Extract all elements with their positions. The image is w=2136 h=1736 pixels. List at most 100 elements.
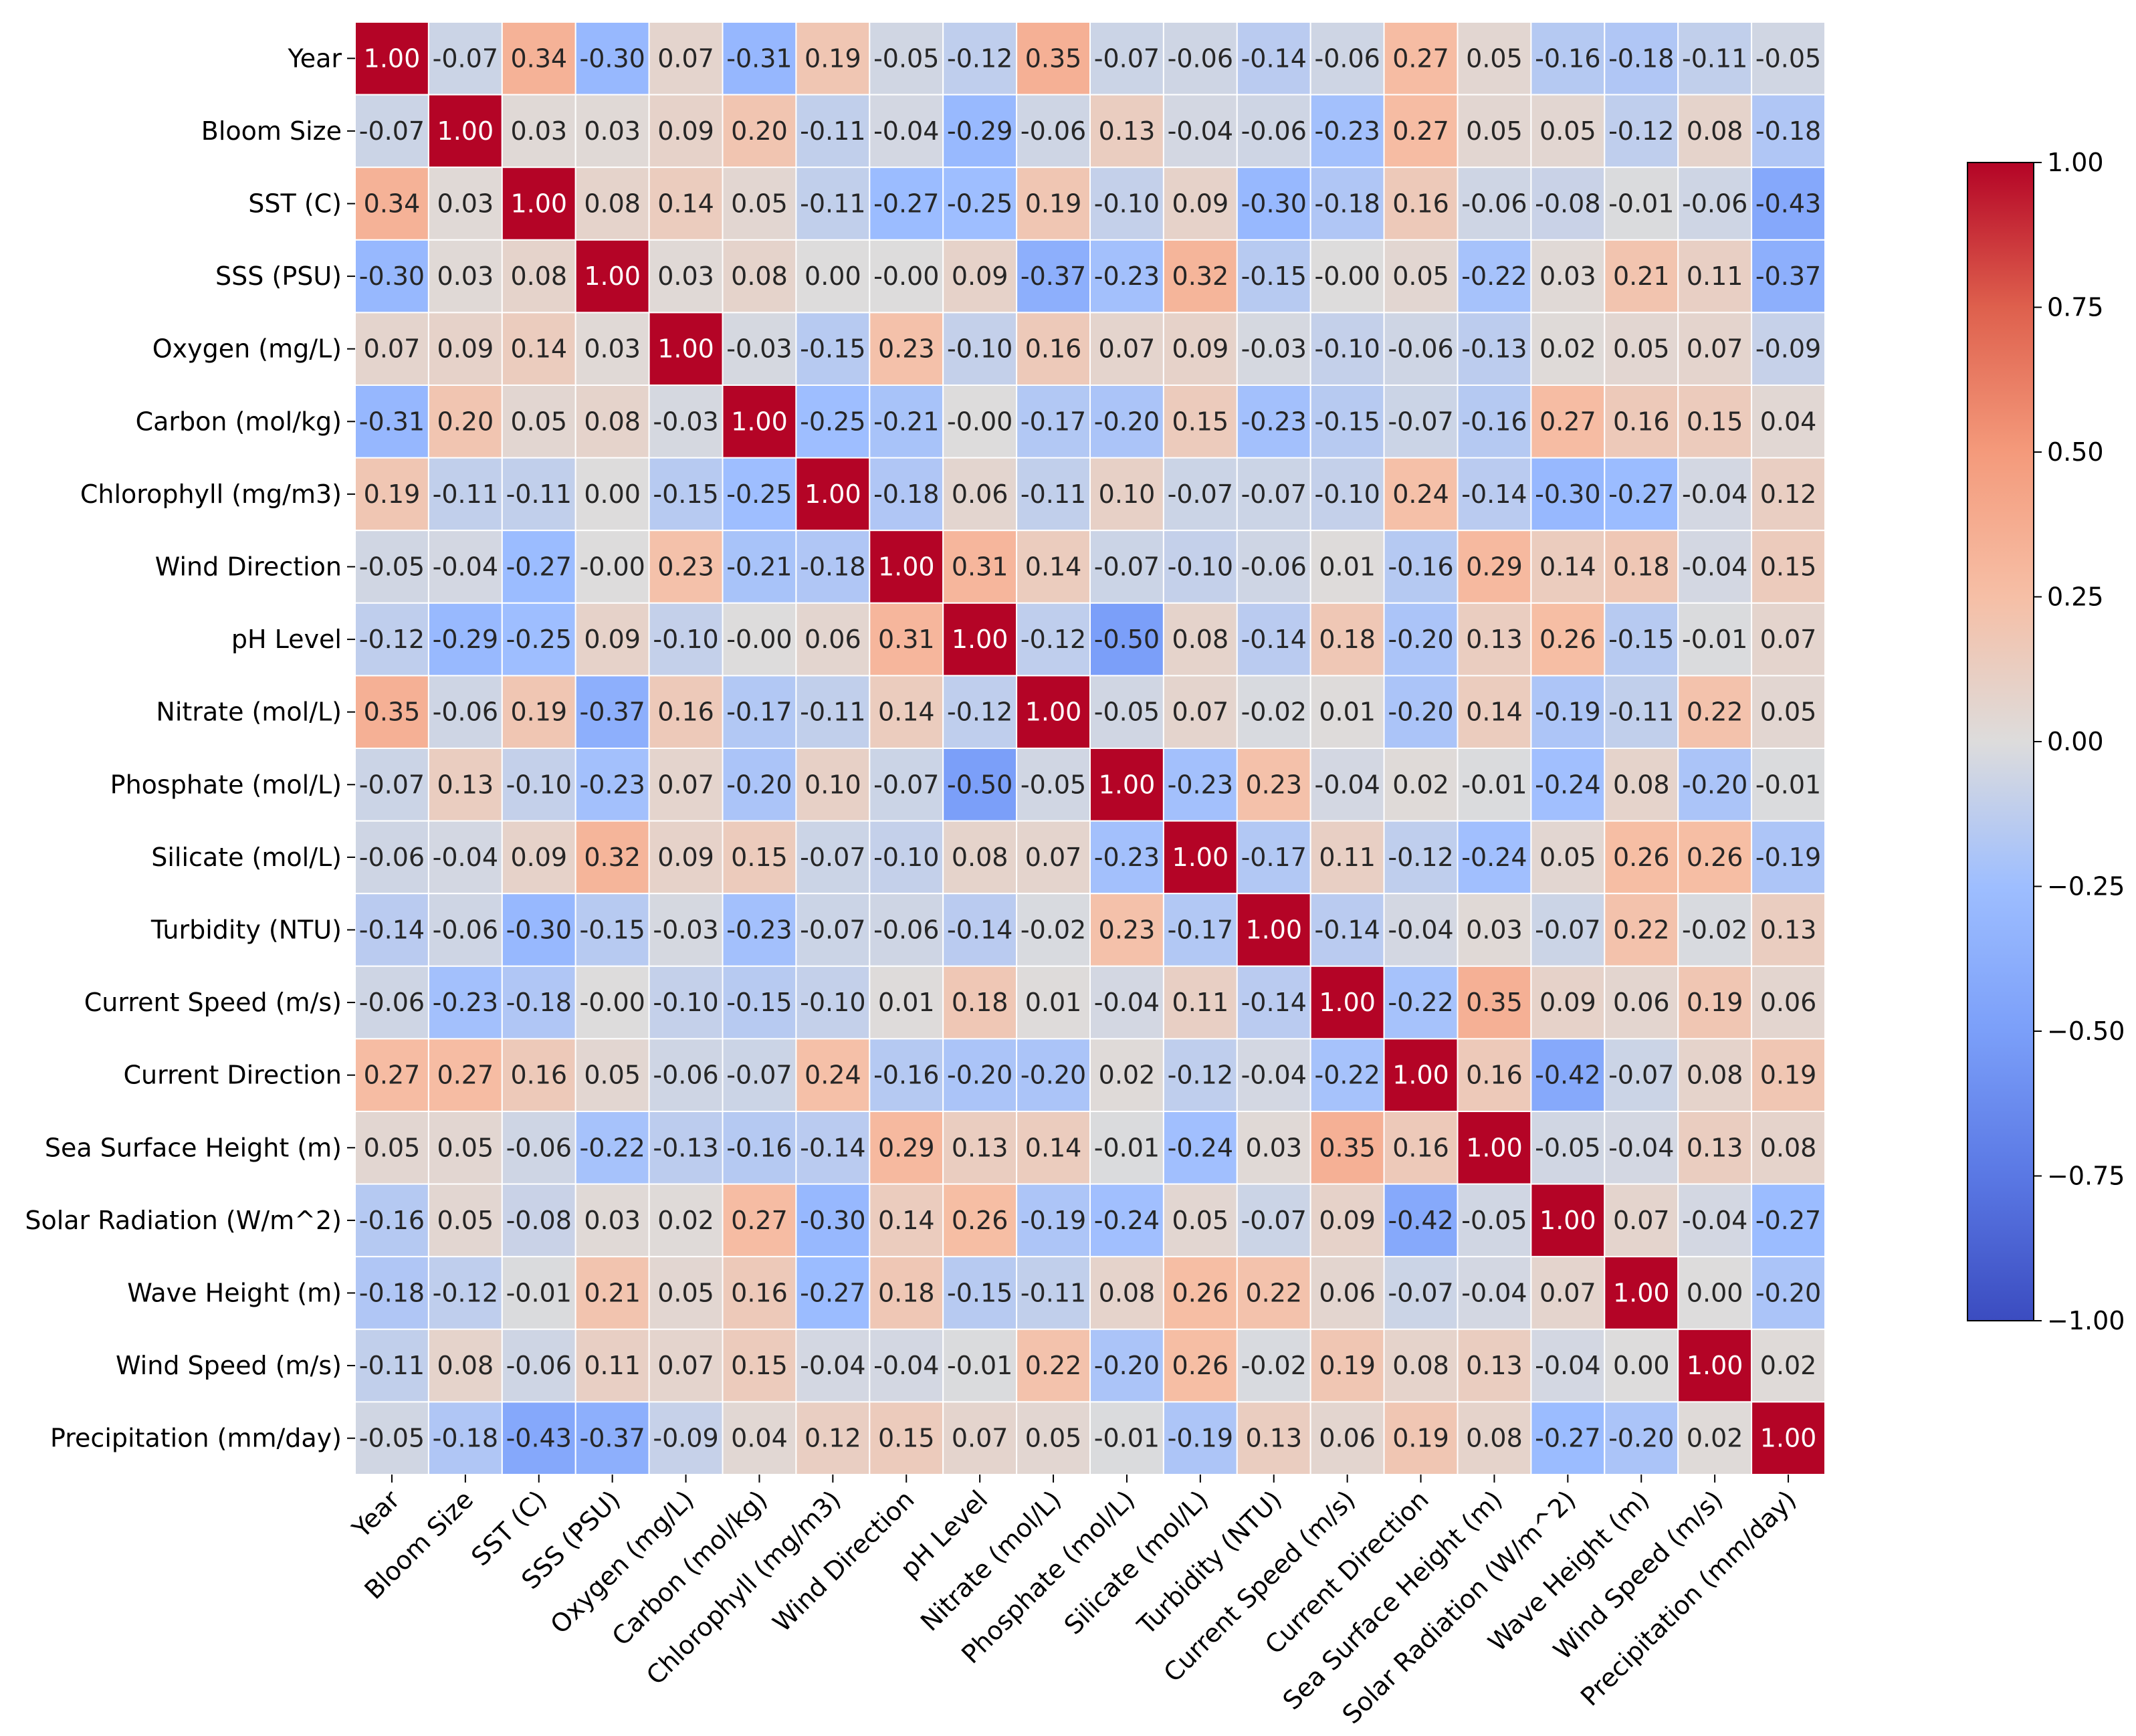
cell-value-label: -0.04	[1241, 1061, 1307, 1090]
cell-value-label: 0.02	[1687, 1424, 1743, 1453]
cell-value-label: -0.12	[1388, 843, 1453, 872]
colorbar-tick-label: −1.00	[2047, 1306, 2125, 1335]
y-tick-label: Year	[288, 43, 342, 73]
cell-value-label: 0.09	[952, 261, 1008, 291]
cell-value-label: -0.10	[653, 988, 718, 1017]
cell-value-label: 0.20	[437, 407, 494, 436]
heatmap-cell	[1604, 1111, 1679, 1185]
cell-value-label: -0.10	[800, 988, 865, 1017]
cell-value-label: 0.35	[1025, 43, 1082, 73]
y-tick-label: SSS (PSU)	[215, 261, 342, 291]
heatmap-cell	[354, 21, 429, 96]
cell-value-label: 0.24	[1392, 479, 1449, 509]
cell-value-label: -0.06	[1388, 334, 1453, 364]
cell-value-label: 0.03	[1539, 261, 1596, 291]
cell-value-label: -0.23	[726, 915, 792, 945]
heatmap-cell	[1751, 1111, 1826, 1185]
heatmap-cell	[1751, 239, 1826, 314]
y-tick-label: Turbidity (NTU)	[150, 915, 342, 945]
cell-value-label: -0.15	[726, 988, 792, 1017]
cell-value-label: -0.07	[359, 116, 425, 146]
cell-value-label: -0.15	[1314, 407, 1380, 436]
heatmap-cell	[869, 1038, 944, 1113]
heatmap-cell	[354, 94, 429, 169]
cell-value-label: 0.18	[952, 988, 1008, 1017]
y-tick-label: Sea Surface Height (m)	[45, 1133, 342, 1162]
heatmap-cell	[1089, 167, 1164, 241]
heatmap-cell	[1383, 1401, 1459, 1475]
cell-value-label: 1.00	[731, 407, 788, 436]
cell-value-label: -0.04	[800, 1351, 865, 1380]
cell-value-label: -0.10	[1314, 334, 1380, 364]
heatmap-cell	[795, 820, 871, 895]
heatmap-cell	[648, 1256, 724, 1330]
heatmap-cell	[1604, 965, 1679, 1040]
cell-value-label: -0.24	[1094, 1206, 1160, 1235]
cell-value-label: -0.24	[1168, 1133, 1233, 1162]
cell-value-label: 0.14	[657, 189, 714, 219]
heatmap-cell	[1309, 530, 1385, 604]
heatmap-cell	[1457, 602, 1532, 677]
heatmap-cell	[1530, 239, 1606, 314]
cell-value-label: -0.12	[433, 1279, 498, 1308]
cell-value-label: -0.07	[726, 1061, 792, 1090]
cell-value-label: -0.11	[433, 479, 498, 509]
heatmap-cell	[501, 457, 576, 532]
cell-value-label: 0.05	[1760, 697, 1817, 727]
cell-value-label: -0.27	[800, 1279, 865, 1308]
cell-value-label: -0.01	[506, 1279, 572, 1308]
heatmap-cell	[869, 1183, 944, 1258]
cell-value-label: 0.22	[1687, 697, 1743, 727]
cell-value-label: 0.15	[1760, 552, 1817, 582]
heatmap-cell	[795, 457, 871, 532]
heatmap-cell	[1604, 1328, 1679, 1403]
heatmap-cell	[1530, 21, 1606, 96]
heatmap-cell	[1162, 385, 1238, 459]
heatmap-cell	[354, 602, 429, 677]
heatmap-cell	[574, 457, 650, 532]
cell-value-label: 0.19	[1760, 1061, 1817, 1090]
cell-value-label: -0.10	[1168, 552, 1233, 582]
heatmap-cell	[1604, 893, 1679, 967]
heatmap-cell	[1677, 748, 1753, 822]
y-tick-label: Wind Speed (m/s)	[116, 1351, 342, 1380]
heatmap-cell	[1457, 1111, 1532, 1185]
cell-value-label: -0.12	[1608, 116, 1674, 146]
cell-value-label: 0.16	[1613, 407, 1670, 436]
cell-value-label: 0.19	[510, 697, 567, 727]
cell-value-label: -0.14	[800, 1133, 865, 1162]
cell-value-label: 0.13	[1760, 915, 1817, 945]
cell-value-label: 0.07	[1539, 1279, 1596, 1308]
cell-value-label: -0.29	[433, 625, 498, 654]
cell-value-label: -0.00	[726, 625, 792, 654]
heatmap-cell	[1383, 820, 1459, 895]
heatmap-cell	[1016, 530, 1091, 604]
heatmap-cell	[942, 965, 1018, 1040]
y-tick-label: Oxygen (mg/L)	[152, 334, 342, 364]
cell-value-label: -0.01	[1094, 1424, 1160, 1453]
heatmap-cell	[1309, 1256, 1385, 1330]
cell-value-label: -0.27	[1755, 1206, 1821, 1235]
heatmap-cell	[1677, 167, 1753, 241]
cell-value-label: 0.27	[731, 1206, 788, 1235]
heatmap-cell	[1089, 893, 1164, 967]
cell-value-label: -0.06	[1021, 116, 1086, 146]
cell-value-label: 0.26	[1172, 1351, 1229, 1380]
cell-value-label: 0.22	[1245, 1279, 1302, 1308]
heatmap-cell	[1751, 820, 1826, 895]
heatmap-cell	[795, 94, 871, 169]
heatmap-cell	[1530, 675, 1606, 750]
heatmap-cell	[1604, 21, 1679, 96]
cell-value-label: 0.01	[1319, 552, 1376, 582]
cell-value-label: 0.16	[657, 697, 714, 727]
cell-value-label: -0.12	[1021, 625, 1086, 654]
heatmap-cell	[1604, 602, 1679, 677]
cell-value-label: 0.16	[1392, 189, 1449, 219]
cell-value-label: -0.11	[1608, 697, 1674, 727]
cell-value-label: -0.20	[1608, 1424, 1674, 1453]
cell-value-label: 1.00	[584, 261, 641, 291]
y-tick-label: pH Level	[231, 625, 342, 654]
cell-value-label: 1.00	[510, 189, 567, 219]
heatmap-cell	[869, 820, 944, 895]
heatmap-cell	[1383, 385, 1459, 459]
